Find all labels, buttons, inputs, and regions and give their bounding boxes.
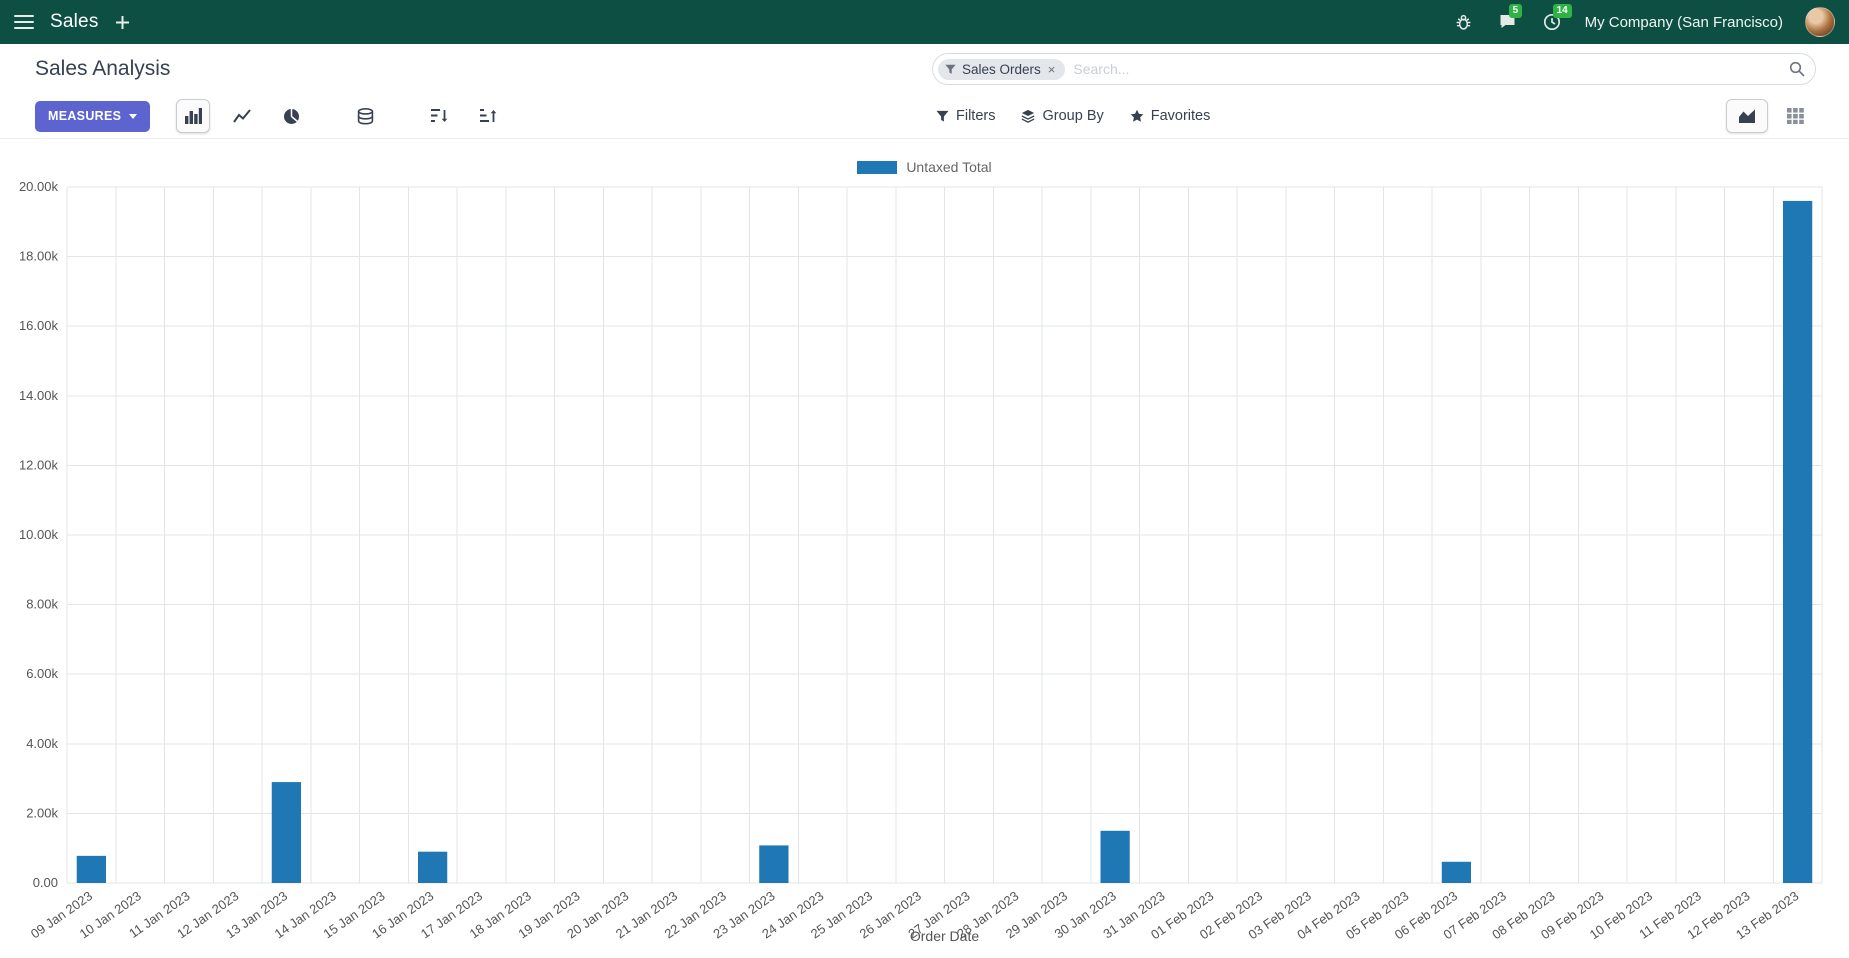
filters-label: Filters bbox=[956, 108, 996, 124]
pivot-grid-icon bbox=[1786, 108, 1804, 124]
messages-badge: 5 bbox=[1508, 4, 1523, 18]
legend-item-untaxed-total[interactable]: Untaxed Total bbox=[0, 159, 1849, 175]
stacked-toggle-button[interactable] bbox=[348, 99, 382, 133]
y-tick-label: 20.00k bbox=[19, 179, 59, 194]
legend-label: Untaxed Total bbox=[906, 159, 992, 175]
sort-ascending-icon bbox=[479, 109, 497, 122]
bar[interactable] bbox=[418, 851, 448, 883]
y-tick-label: 0.00 bbox=[33, 875, 58, 890]
y-tick-label: 6.00k bbox=[26, 666, 58, 681]
company-switcher[interactable]: My Company (San Francisco) bbox=[1584, 13, 1783, 31]
measures-button[interactable]: MEASURES bbox=[35, 100, 151, 132]
bar[interactable] bbox=[76, 855, 106, 883]
pivot-view-button[interactable] bbox=[1774, 99, 1816, 133]
pie-chart-icon bbox=[283, 108, 299, 124]
pie-chart-button[interactable] bbox=[274, 99, 308, 133]
x-axis-title: Order Date bbox=[910, 928, 979, 944]
y-tick-label: 18.00k bbox=[19, 249, 59, 264]
top-navbar: Sales 5 14 My Company (San Francisc bbox=[0, 0, 1849, 44]
y-tick-label: 2.00k bbox=[26, 805, 58, 820]
messages-icon[interactable]: 5 bbox=[1497, 4, 1523, 33]
group-by-button[interactable]: Group By bbox=[1021, 108, 1104, 124]
view-switcher bbox=[1726, 99, 1816, 133]
bar[interactable] bbox=[1783, 200, 1813, 884]
y-tick-label: 14.00k bbox=[19, 388, 59, 403]
facet-remove-icon[interactable]: × bbox=[1047, 61, 1056, 77]
bar[interactable] bbox=[1100, 830, 1130, 883]
layers-icon bbox=[1022, 109, 1035, 123]
y-tick-label: 8.00k bbox=[26, 597, 58, 612]
control-panel: Sales Analysis Sales Orders × MEASURES bbox=[0, 44, 1849, 139]
search-icon[interactable] bbox=[1789, 61, 1805, 77]
stacked-icon bbox=[357, 107, 373, 125]
graph-view-button[interactable] bbox=[1726, 99, 1768, 133]
search-input[interactable] bbox=[1073, 61, 1781, 77]
activities-badge: 14 bbox=[1552, 4, 1572, 18]
favorites-label: Favorites bbox=[1150, 108, 1211, 124]
facet-label: Sales Orders bbox=[962, 61, 1041, 77]
line-chart-icon bbox=[233, 109, 252, 123]
bar-chart-icon bbox=[184, 108, 202, 124]
group-by-label: Group By bbox=[1042, 108, 1104, 124]
search-facet-sales-orders[interactable]: Sales Orders × bbox=[938, 58, 1066, 80]
user-avatar[interactable] bbox=[1805, 7, 1835, 37]
favorites-button[interactable]: Favorites bbox=[1130, 108, 1211, 124]
sort-descending-icon bbox=[430, 109, 448, 122]
measures-label: MEASURES bbox=[48, 109, 122, 123]
bar-chart-button[interactable] bbox=[176, 99, 211, 133]
star-icon bbox=[1130, 109, 1144, 122]
page-title: Sales Analysis bbox=[35, 57, 171, 80]
debug-bug-icon[interactable] bbox=[1453, 11, 1475, 33]
sales-analysis-bar-chart: 0.00 2.00k 4.00k 6.00k 8.00k 10.00k 12.00k 14.0… bbox=[19, 179, 1823, 944]
activities-clock-icon[interactable]: 14 bbox=[1541, 4, 1572, 33]
bar[interactable] bbox=[271, 782, 301, 883]
app-name[interactable]: Sales bbox=[50, 11, 99, 32]
bar[interactable] bbox=[1441, 861, 1471, 883]
y-tick-label: 10.00k bbox=[19, 527, 59, 542]
bar[interactable] bbox=[759, 845, 789, 883]
filter-icon bbox=[945, 64, 956, 74]
area-chart-icon bbox=[1739, 109, 1755, 123]
search-bar[interactable]: Sales Orders × bbox=[932, 53, 1816, 85]
plus-icon[interactable] bbox=[115, 15, 130, 30]
y-tick-label: 4.00k bbox=[26, 736, 58, 751]
graph-view: Untaxed Total 0.00 2.00k 4.00k 6.00k 8.00k 10… bbox=[0, 139, 1849, 955]
sort-descending-button[interactable] bbox=[422, 99, 456, 133]
apps-menu-icon[interactable] bbox=[14, 15, 34, 29]
y-tick-label: 12.00k bbox=[19, 457, 59, 472]
legend-swatch bbox=[857, 160, 898, 174]
sort-ascending-button[interactable] bbox=[471, 99, 505, 133]
y-tick-label: 16.00k bbox=[19, 318, 59, 333]
line-chart-button[interactable] bbox=[225, 99, 259, 133]
filter-icon bbox=[936, 110, 949, 122]
chevron-down-icon bbox=[129, 113, 138, 119]
filters-button[interactable]: Filters bbox=[936, 108, 995, 124]
